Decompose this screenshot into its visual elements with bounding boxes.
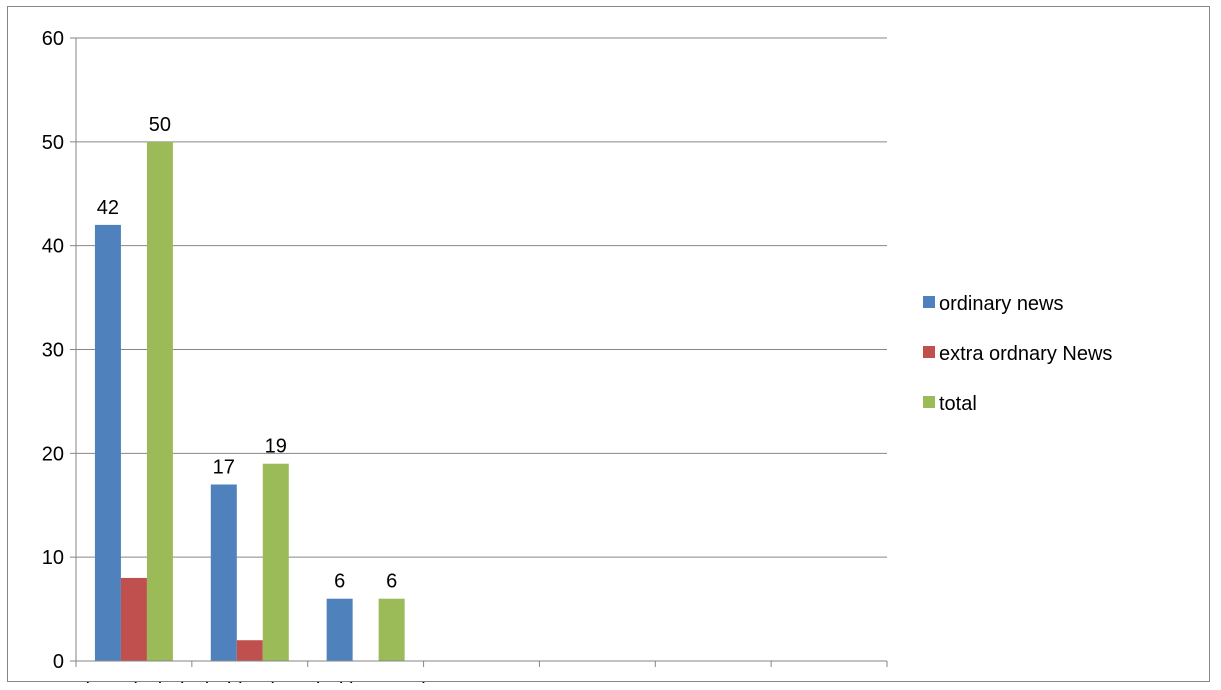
y-tick-label: 50	[42, 132, 64, 154]
bar	[236, 640, 263, 661]
data-label: 17	[213, 456, 235, 478]
y-tick-label: 60	[42, 28, 64, 50]
y-tick-label: 30	[42, 340, 64, 362]
legend-swatch	[923, 396, 935, 408]
legend-label: ordinary news	[939, 293, 1064, 315]
bar	[378, 598, 405, 661]
axes	[70, 37, 888, 667]
bar	[146, 141, 173, 662]
legend-label: extra ordnary News	[939, 343, 1112, 365]
x-tick-label: opposition parties	[284, 680, 446, 683]
legend-label: total	[939, 393, 977, 415]
bar	[94, 224, 121, 661]
bar	[262, 463, 289, 661]
y-tick-label: 0	[53, 651, 64, 673]
data-labels: 42 17 6 50 19 6	[97, 114, 397, 593]
x-tick-labels: AdanechAbebeDebebiy Ahmedopposition part…	[66, 680, 447, 683]
legend-swatch	[923, 346, 935, 358]
gridlines	[76, 37, 887, 558]
bars	[94, 141, 405, 662]
y-tick-labels: 0 10 20 30 40 50 60	[42, 28, 64, 673]
y-tick-label: 10	[42, 547, 64, 569]
data-label: 50	[149, 114, 171, 136]
x-tick-label: Debebiy Ahmed	[179, 680, 320, 683]
data-label: 6	[386, 571, 397, 593]
data-label: 19	[265, 436, 287, 458]
data-label: 6	[334, 571, 345, 593]
x-tick-label: AdanechAbebe	[66, 680, 203, 683]
legend-swatch	[923, 296, 935, 308]
legend: ordinary news extra ordnary News total	[923, 293, 1112, 415]
y-tick-label: 20	[42, 443, 64, 465]
bar	[326, 598, 353, 661]
data-label: 42	[97, 197, 119, 219]
bar	[210, 484, 237, 661]
bar	[120, 577, 147, 661]
y-tick-label: 40	[42, 236, 64, 258]
